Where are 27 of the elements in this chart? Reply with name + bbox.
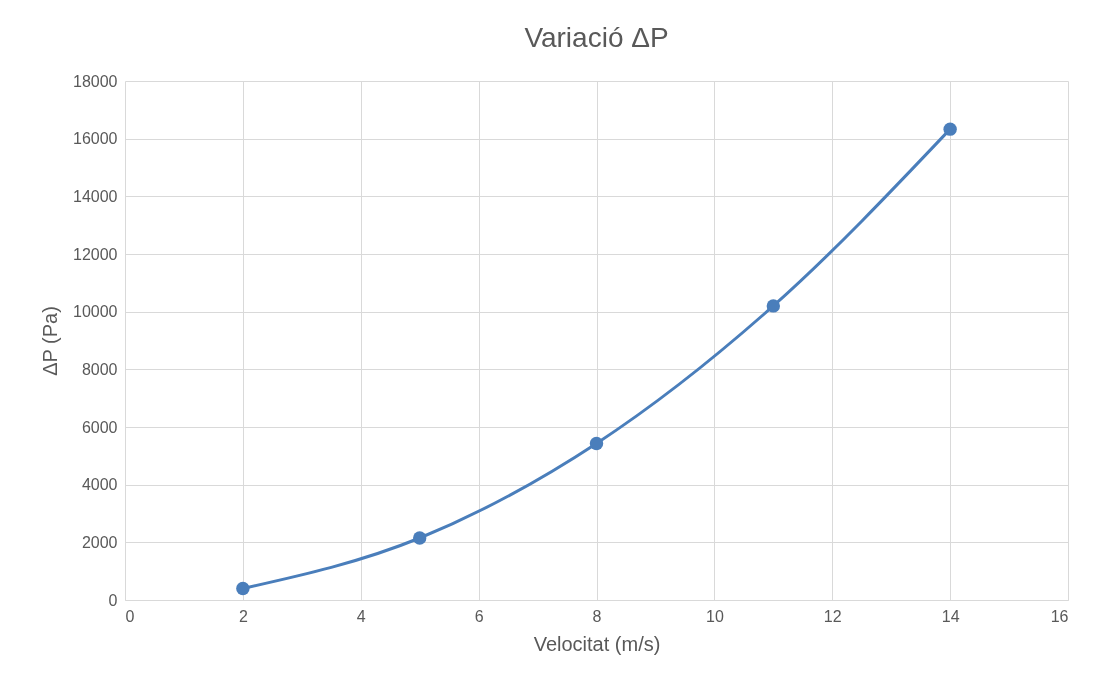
x-axis-title: Velocitat (m/s): [533, 632, 661, 655]
y-axis-title: ΔP (Pa): [39, 306, 62, 376]
x-tick-label: 8: [592, 607, 602, 625]
y-tick-label: 2000: [81, 533, 118, 551]
point: [589, 436, 604, 451]
y-tick-label: 4000: [81, 476, 118, 494]
point: [412, 531, 427, 545]
x-tick-label: 14: [941, 607, 960, 625]
chart-title: Variació ΔP: [524, 22, 669, 53]
y-tick-label: 0: [108, 591, 118, 609]
point: [766, 299, 781, 313]
x-tick-label: 6: [474, 607, 484, 625]
x-tick-label: 16: [1050, 607, 1069, 625]
x-tick-label: 4: [356, 607, 366, 625]
y-tick-label: 14000: [73, 187, 118, 205]
y-tick-label: 16000: [73, 130, 118, 148]
y-tick-label: 10000: [73, 303, 118, 321]
y-tick-label: 12000: [73, 245, 118, 263]
x-tick-label: 12: [823, 607, 842, 625]
x-tick-label: 0: [125, 607, 135, 625]
y-tick-label: 6000: [81, 418, 118, 436]
y-tick-label: 8000: [81, 360, 118, 378]
x-tick-label: 2: [238, 607, 248, 625]
point: [236, 581, 250, 596]
y-tick-label: 18000: [73, 72, 118, 90]
x-tick-label: 10: [705, 607, 724, 625]
point: [943, 122, 957, 136]
